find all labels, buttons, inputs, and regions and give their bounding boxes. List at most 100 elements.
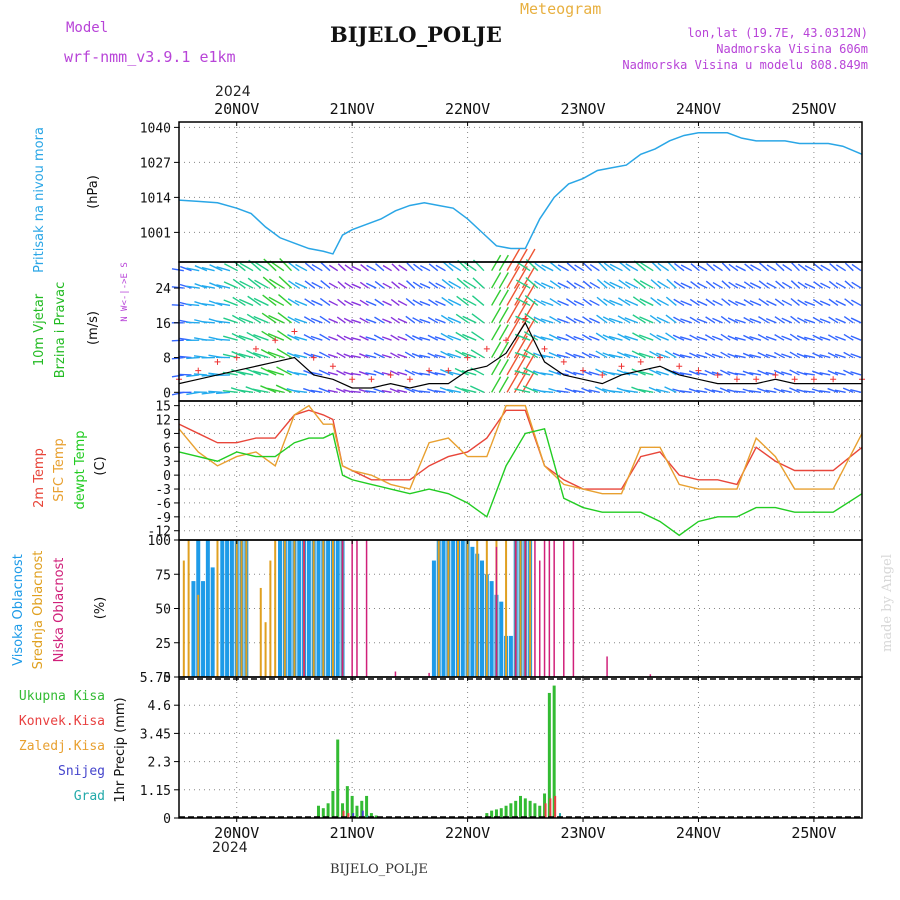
y-tick-label: 1014 — [140, 191, 171, 206]
wind-barb — [789, 369, 800, 376]
wind-barb — [365, 318, 377, 324]
wind-barb — [565, 351, 577, 359]
wind-gust-mark — [830, 376, 837, 383]
cloud-bar-0 — [205, 540, 210, 677]
wind-barb — [803, 372, 815, 376]
wind-barb — [319, 333, 331, 341]
wind-barb — [491, 324, 502, 341]
precip-bar-3 — [366, 815, 369, 818]
wind-barb — [721, 280, 731, 289]
wind-barb — [435, 264, 446, 272]
wind-barb — [304, 280, 316, 289]
wind-barb — [589, 317, 600, 324]
wind-barb — [310, 389, 323, 394]
precip-bar-0 — [369, 813, 373, 818]
wind-barb — [573, 389, 585, 394]
cloud-bar-2 — [534, 540, 536, 677]
wind-barb — [337, 298, 346, 306]
pressure-line — [178, 132, 863, 255]
wind-barb — [462, 297, 477, 307]
wind-barb — [696, 318, 708, 324]
wind-barb — [523, 367, 539, 376]
wind-barb — [268, 296, 285, 307]
wind-barb — [803, 354, 816, 359]
top-date-label: 23NOV — [560, 100, 605, 118]
y-tick-label: 9 — [163, 427, 171, 442]
wind-barb — [843, 333, 854, 341]
wind-barb — [254, 279, 269, 289]
wind-barb — [766, 300, 777, 307]
cloud-bar-1 — [293, 540, 296, 677]
wind-barb — [224, 263, 239, 272]
wind-barb — [664, 386, 677, 393]
wind-barb — [498, 254, 509, 272]
wind-barb — [704, 369, 716, 376]
wind-gust-mark — [676, 363, 683, 370]
wind-barb — [442, 260, 454, 272]
wind-barb — [689, 334, 700, 341]
precip-bar-0 — [528, 800, 532, 818]
cloud-bar-1 — [437, 540, 440, 677]
wind-barb — [434, 336, 446, 341]
precip-bar-0 — [326, 803, 330, 818]
wind-gust-mark — [791, 376, 798, 383]
wind-barb — [765, 317, 777, 324]
wind-barb — [365, 354, 377, 359]
wind-barb — [310, 353, 323, 359]
wind-gust-mark — [637, 358, 644, 365]
wind-barb — [549, 297, 562, 307]
wind-barb — [419, 390, 431, 394]
wind-barb — [498, 376, 509, 393]
wind-barb — [534, 280, 546, 289]
precip-bar-2 — [361, 810, 364, 818]
wind-barb — [750, 264, 762, 272]
wind-barb — [680, 282, 693, 289]
wind-barb — [618, 261, 631, 272]
wind-barb — [239, 262, 254, 272]
wind-barb — [247, 295, 262, 307]
wind-barb — [583, 262, 593, 272]
wind-barb — [812, 316, 823, 324]
wind-barb — [319, 297, 331, 307]
wind-barb — [749, 371, 762, 376]
wind-barb — [679, 390, 692, 394]
wind-barb — [655, 388, 669, 393]
wind-barb — [231, 350, 246, 359]
wind-barb — [638, 388, 654, 393]
wind-barb — [382, 264, 392, 272]
bottom-date-label: 21NOV — [330, 824, 375, 842]
precip-bar-0 — [321, 808, 325, 818]
wind-barb — [850, 371, 862, 376]
wind-barb — [819, 318, 831, 324]
wind-barb — [319, 351, 331, 359]
y-tick-label: 1001 — [140, 226, 171, 241]
cloud-bar-2 — [351, 540, 353, 677]
wind-barb — [617, 297, 631, 307]
wind-barb — [556, 389, 569, 394]
wind-barb — [327, 371, 338, 376]
precip-bar-1 — [549, 798, 552, 818]
wind-barb — [565, 333, 577, 341]
wind-gust-mark — [233, 354, 240, 361]
wind-barb — [581, 387, 592, 393]
wind-barb — [491, 272, 502, 289]
cloud-bar-1 — [485, 540, 488, 677]
wind-barb — [727, 317, 739, 324]
wind-barb — [556, 336, 569, 341]
data-layer — [171, 132, 865, 818]
wind-barb — [179, 283, 192, 289]
page-title: BIJELO_POLJE — [330, 22, 502, 47]
wind-barb — [491, 376, 502, 393]
cloud-bar-0 — [499, 601, 504, 677]
wind-barb — [303, 387, 315, 393]
wind-barb — [789, 333, 800, 341]
wind-barb — [757, 369, 769, 376]
cloud-bar-2 — [543, 540, 546, 677]
panel-frame — [178, 400, 863, 541]
wind-barb — [827, 369, 839, 376]
wind-barb — [688, 370, 700, 376]
wind-barb — [461, 388, 477, 393]
wind-barb — [533, 316, 546, 324]
wind-gust-mark — [310, 354, 317, 361]
wind-barb — [850, 353, 862, 359]
